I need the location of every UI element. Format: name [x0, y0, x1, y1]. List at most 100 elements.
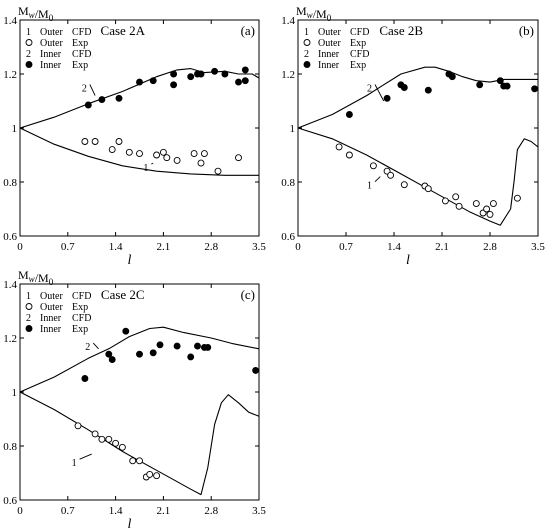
outer-exp-point [173, 156, 181, 164]
x-tick-label: 3.5 [252, 505, 266, 517]
x-tick-label: 0 [17, 505, 23, 517]
inner-exp-point [531, 85, 539, 93]
series-leader-line [374, 84, 385, 102]
outer-exp-point [163, 154, 171, 162]
y-tick-label: 1.4 [3, 15, 17, 27]
legend-label: Inner [40, 49, 62, 60]
x-tick-label: 3.5 [252, 241, 266, 253]
legend-open-marker [303, 39, 311, 46]
series-leader-line [79, 453, 92, 460]
inner-exp-point [136, 350, 143, 358]
inner-exp-point [241, 66, 249, 74]
x-tick-label: 2.8 [483, 241, 497, 253]
outer-exp-point [129, 457, 137, 465]
inner-exp-point [211, 67, 219, 75]
series-4 [81, 327, 260, 382]
inner-exp-point [383, 94, 391, 102]
outer-exp-point [483, 205, 491, 213]
inner-exp-point [424, 86, 432, 94]
x-tick-label: 0 [17, 241, 23, 253]
outer-exp-point [345, 151, 353, 159]
inner-exp-point [194, 342, 201, 350]
series-line [19, 391, 260, 496]
series-label: 1 [367, 181, 372, 192]
inner-exp-point [241, 77, 249, 85]
legend-label: Outer [318, 27, 341, 38]
outer-exp-point [125, 148, 133, 156]
outer-exp-point [74, 422, 82, 430]
series-label: 2 [82, 84, 87, 95]
series-3: 2 [297, 66, 538, 129]
legend-label: Outer [318, 38, 341, 49]
series-label: 1 [72, 458, 77, 469]
outer-exp-point [136, 457, 143, 465]
legend-filled-marker [303, 61, 311, 68]
outer-exp-point [105, 435, 113, 443]
legend-kind: CFD [72, 313, 91, 324]
legend-kind: Exp [72, 60, 88, 71]
legend-open-marker [25, 39, 33, 46]
outer-exp-point [455, 202, 463, 210]
outer-exp-point [91, 138, 99, 145]
inner-exp-point [503, 82, 511, 90]
panel-tag: (c) [241, 287, 255, 302]
legend-open-marker [25, 303, 33, 310]
inner-exp-point [98, 96, 106, 104]
inner-exp-point [221, 70, 229, 78]
legend-number: 2 [26, 313, 31, 324]
series-leader-line [374, 176, 381, 183]
series-label: 1 [143, 163, 148, 174]
y-tick-label: 0.8 [3, 441, 17, 453]
x-tick-label: 2.1 [157, 505, 171, 517]
series-4 [84, 66, 249, 109]
legend-number: 2 [304, 49, 309, 60]
inner-exp-point [170, 70, 178, 78]
outer-exp-point [118, 443, 126, 451]
y-tick-label: 1.2 [3, 333, 17, 345]
legend-kind: CFD [72, 27, 91, 38]
outer-exp-point [108, 146, 116, 154]
x-tick-label: 2.8 [204, 241, 218, 253]
legend-label: Outer [40, 302, 63, 313]
chart-panel-3: 0 0.7 1.4 2.1 2.8 3.50.60.811.21.4Mw/M0lCase … [3, 268, 266, 529]
legend-label: Outer [40, 27, 63, 38]
inner-exp-point [448, 73, 456, 81]
outer-exp-point [335, 143, 343, 151]
outer-exp-point [441, 197, 449, 205]
y-tick-label: 0.8 [3, 177, 17, 189]
inner-exp-point [149, 349, 157, 357]
y-tick-label: 1.2 [3, 69, 17, 81]
inner-exp-point [81, 375, 89, 382]
inner-exp-point [252, 366, 260, 374]
legend-number: 1 [304, 27, 309, 38]
inner-exp-point [156, 341, 164, 349]
legend: 1 Outer CFD Outer Exp 2 Inner CFD Inner Exp [25, 291, 91, 335]
legend-kind: Exp [72, 324, 88, 335]
series-2 [81, 138, 242, 175]
x-tick-label: 1.4 [387, 241, 401, 253]
legend-label: Inner [318, 49, 340, 60]
y-tick-label: 0.6 [3, 495, 17, 507]
inner-exp-point [173, 342, 181, 350]
series-label: 2 [367, 84, 372, 95]
outer-exp-point [91, 430, 99, 438]
legend-label: Inner [40, 313, 62, 324]
legend-label: Outer [40, 291, 63, 302]
legend: 1 Outer CFD Outer Exp 2 Inner CFD Inner Exp [25, 27, 91, 71]
series-line [297, 66, 538, 129]
inner-exp-point [122, 327, 130, 335]
legend-filled-marker [25, 61, 33, 68]
outer-exp-point [159, 148, 167, 156]
outer-exp-point [98, 435, 106, 443]
series-3: 2 [19, 326, 260, 393]
x-tick-label: 0.7 [339, 241, 353, 253]
case-title: Case 2A [101, 23, 146, 38]
legend-kind: CFD [72, 291, 91, 302]
legend-label: Inner [40, 324, 62, 335]
y-tick-label: 1 [290, 123, 296, 135]
x-tick-label: 2.1 [157, 241, 171, 253]
outer-exp-point [472, 200, 480, 208]
series-3: 2 [19, 68, 260, 129]
x-tick-label: 3.5 [531, 241, 545, 253]
